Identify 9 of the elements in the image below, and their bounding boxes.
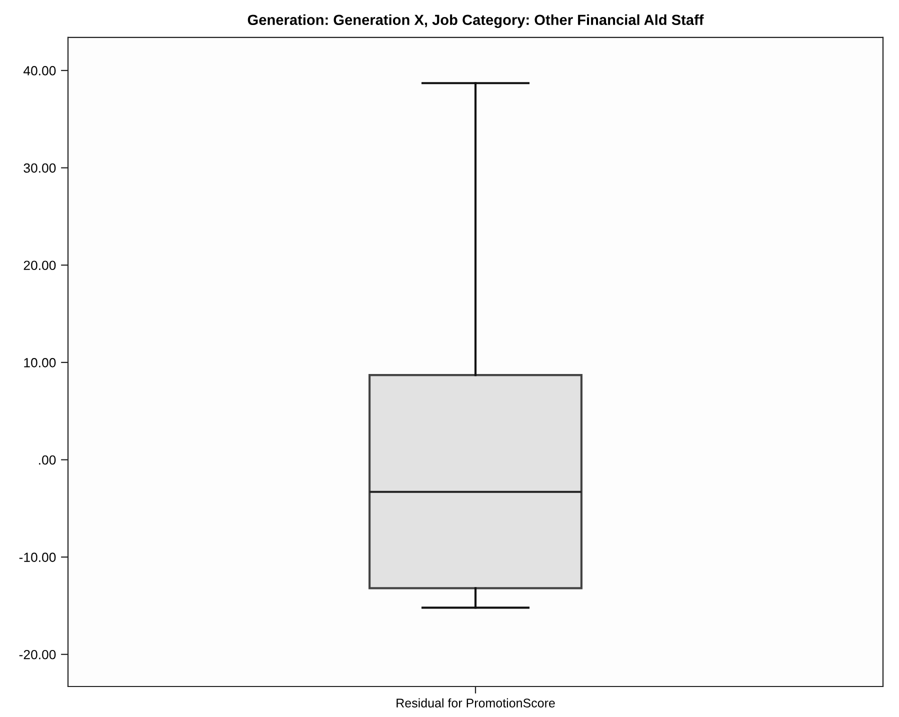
y-tick-label: 30.00 <box>24 163 56 173</box>
x-tick-label: Residual for PromotionScore <box>396 698 555 708</box>
chart-title: Generation: Generation X, Job Category: Other Financial Ald Staff <box>248 14 704 28</box>
y-tick-label: 20.00 <box>24 260 56 270</box>
y-tick-label: .00 <box>39 455 56 465</box>
y-tick-label: 40.00 <box>23 66 56 76</box>
y-tick-label: -10.00 <box>19 552 56 562</box>
y-tick-label: 10.00 <box>24 358 56 368</box>
y-tick-label: -20.00 <box>19 650 56 660</box>
